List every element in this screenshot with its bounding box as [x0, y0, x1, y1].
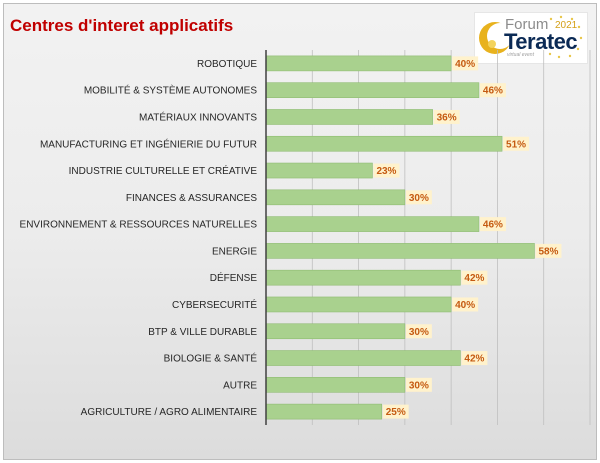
value-label-box: [405, 324, 432, 339]
category-label: DÉFENSE: [210, 271, 258, 284]
value-label-box: [452, 297, 479, 312]
forum-teratec-logo: Forum 2021 Teratec virtual event: [474, 12, 588, 64]
bar: [265, 216, 480, 232]
category-label: ROBOTIQUE: [197, 59, 257, 70]
value-label: 25%: [386, 407, 406, 418]
bar: [265, 296, 452, 313]
category-labels: ROBOTIQUE MOBILITÉ & SYSTÈME AUTONOMES MAT…: [20, 59, 258, 418]
value-label: 46%: [483, 86, 503, 97]
category-label: BTP & VILLE DURABLE: [148, 327, 257, 338]
value-label: 36%: [437, 112, 457, 123]
value-label: 30%: [409, 380, 429, 391]
logo-emblem-icon: [479, 15, 583, 59]
bar: [265, 403, 383, 420]
value-label-box: [452, 56, 479, 71]
value-label-box: [382, 404, 409, 419]
bar: [265, 109, 433, 125]
value-label: 40%: [455, 59, 475, 70]
value-label: 30%: [409, 193, 429, 204]
bar: [265, 323, 406, 340]
category-label: INDUSTRIE CULTURELLE ET CRÉATIVE: [69, 164, 258, 177]
value-label: 42%: [464, 273, 484, 284]
category-label: ENVIRONNEMENT & RESSOURCES NATURELLES: [20, 220, 258, 231]
value-label-box: [503, 136, 530, 151]
bar: [265, 55, 452, 72]
category-label: MANUFACTURING ET INGÉNIERIE DU FUTUR: [40, 137, 257, 150]
category-label: ENERGIE: [212, 246, 257, 257]
value-label-box: [405, 377, 432, 392]
value-label: 23%: [376, 166, 396, 177]
value-label-box: [479, 83, 506, 98]
value-label: 30%: [409, 327, 429, 338]
value-label: 51%: [506, 139, 526, 150]
value-label: 40%: [455, 300, 475, 311]
value-labels: 40% 46% 36% 51% 23% 30% 46% 58% 42% 40% 30% 42% 30% 2…: [373, 56, 562, 419]
bar: [265, 377, 406, 393]
bar: [265, 269, 461, 286]
value-label-box: [461, 270, 488, 285]
value-label-box: [405, 190, 432, 205]
category-label: FINANCES & ASSURANCES: [126, 193, 257, 204]
value-label-box: [479, 217, 506, 232]
bar-series: [265, 55, 535, 420]
value-label: 58%: [538, 246, 558, 257]
category-label: CYBERSECURITÉ: [172, 298, 257, 311]
category-label: AGRICULTURE / AGRO ALIMENTAIRE: [81, 407, 258, 418]
logo-year-text: 2021: [555, 20, 578, 31]
value-label-box: [461, 351, 488, 366]
bar: [265, 162, 373, 179]
gridlines: [311, 50, 591, 425]
category-label: MATÉRIAUX INNOVANTS: [139, 110, 257, 123]
category-label: BIOLOGIE & SANTÉ: [164, 352, 258, 365]
chart-title: Centres d'interet applicatifs: [10, 16, 234, 35]
bar: [265, 135, 503, 152]
category-label: MOBILITÉ & SYSTÈME AUTONOMES: [84, 84, 258, 97]
category-label: AUTRE: [223, 380, 257, 391]
logo-forum-text: Forum: [505, 16, 549, 33]
logo-tagline-text: virtual event: [507, 52, 534, 58]
logo-teratec-text: Teratec: [504, 29, 578, 54]
bar: [265, 189, 406, 206]
value-label-box: [373, 163, 400, 178]
bar: [265, 350, 461, 366]
bar: [265, 243, 535, 259]
value-label: 42%: [464, 354, 484, 365]
bar: [265, 82, 480, 98]
value-label-box: [433, 109, 460, 124]
value-label-box: [535, 243, 562, 258]
value-label: 46%: [483, 220, 503, 231]
